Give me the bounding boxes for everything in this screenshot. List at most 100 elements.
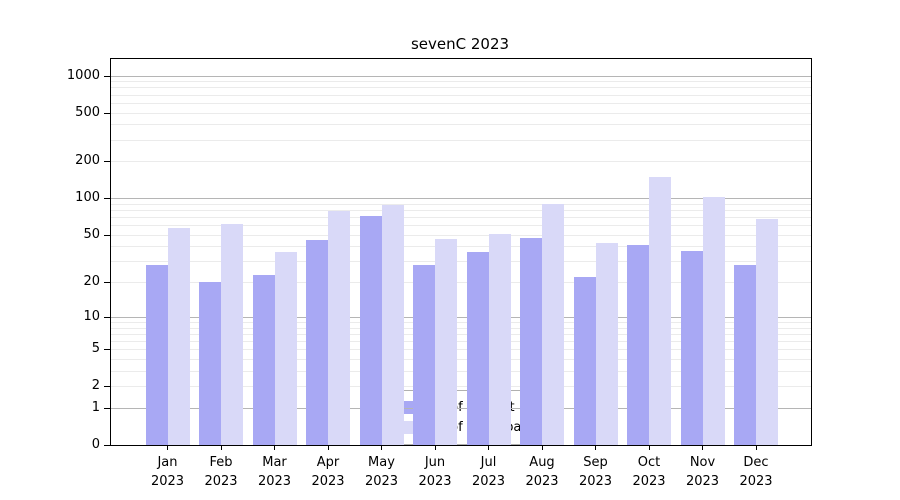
y-tick-mark — [104, 349, 110, 351]
x-tick-mark — [220, 445, 222, 450]
y-tick-label: 500 — [75, 104, 100, 120]
minor-gridline — [111, 112, 811, 114]
bar-downloads — [328, 211, 350, 445]
x-tick-label-line: 2023 — [525, 474, 559, 489]
x-tick-label-line: Sep — [583, 455, 608, 470]
x-tick-label: Jun 2023 — [405, 453, 465, 491]
bar-distinct-ips — [734, 264, 756, 445]
major-gridline — [111, 316, 811, 318]
x-tick-mark — [274, 445, 275, 450]
y-tick-label: 200 — [75, 153, 100, 169]
x-tick-mark — [434, 445, 436, 450]
x-tick-label-line: 2023 — [311, 474, 345, 489]
x-tick-label-line: 2023 — [578, 474, 613, 489]
x-tick-label-line: 2023 — [150, 474, 185, 489]
minor-gridline — [111, 81, 811, 83]
bar-distinct-ips — [680, 250, 703, 445]
x-tick-label-line: Dec — [743, 455, 769, 470]
x-tick-label: Aug 2023 — [512, 453, 572, 491]
minor-gridline — [111, 139, 811, 141]
bar-distinct-ips — [252, 275, 275, 445]
bar-downloads — [488, 233, 511, 445]
x-tick-label-line: 2023 — [204, 474, 238, 489]
minor-gridline — [111, 203, 811, 205]
y-tick-label: 100 — [75, 190, 100, 206]
x-tick-label: Feb 2023 — [191, 453, 251, 491]
bar-distinct-ips — [573, 277, 596, 445]
bar-downloads — [756, 219, 778, 445]
x-tick-label-line: 2023 — [632, 474, 666, 489]
minor-gridline — [111, 282, 811, 284]
x-tick-label: Oct 2023 — [619, 453, 679, 491]
x-tick-mark — [541, 445, 543, 450]
major-gridline — [111, 407, 811, 409]
minor-gridline — [111, 333, 811, 335]
chart-title: sevenC 2023 — [410, 35, 510, 53]
minor-gridline — [111, 217, 811, 218]
minor-gridline — [111, 261, 811, 263]
x-tick-label-line: Nov — [689, 455, 716, 470]
y-tick-label: 10 — [83, 308, 100, 324]
minor-gridline — [111, 234, 811, 236]
y-tick-mark — [104, 75, 110, 77]
x-tick-label-line: Jun — [424, 455, 446, 470]
y-tick-label: 1 — [91, 399, 100, 415]
y-tick-mark — [104, 112, 110, 114]
x-tick-label: Dec 2023 — [726, 453, 786, 491]
minor-gridline — [111, 327, 811, 329]
x-tick-mark — [595, 445, 596, 450]
x-tick-label-line: Jan — [157, 455, 178, 470]
x-tick-label: Jul 2023 — [459, 453, 519, 491]
y-tick-mark — [104, 316, 110, 318]
x-tick-label-line: Mar — [262, 455, 287, 470]
y-tick-mark — [104, 198, 110, 200]
minor-gridline — [111, 349, 811, 351]
x-tick-label-line: Aug — [529, 455, 555, 470]
bar-distinct-ips — [466, 251, 489, 445]
x-tick-label: May 2023 — [352, 453, 412, 491]
bar-downloads — [167, 227, 190, 445]
bar-downloads — [649, 176, 671, 445]
x-tick-label: Apr 2023 — [298, 453, 358, 491]
y-tick-mark — [104, 386, 110, 388]
x-tick-mark — [381, 445, 382, 450]
y-tick-label: 50 — [83, 226, 100, 242]
bar-downloads — [595, 242, 618, 445]
y-tick-mark — [104, 282, 110, 284]
minor-gridline — [111, 225, 811, 227]
bar-distinct-ips — [413, 264, 435, 445]
bar-downloads — [702, 197, 725, 445]
minor-gridline — [111, 370, 811, 372]
minor-gridline — [111, 87, 811, 89]
x-tick-mark — [488, 445, 489, 450]
x-tick-label-line: 2023 — [739, 474, 773, 489]
minor-gridline — [111, 386, 811, 388]
x-tick-label: Nov 2023 — [673, 453, 733, 491]
x-tick-mark — [167, 445, 168, 450]
bar-distinct-ips — [359, 215, 382, 445]
x-tick-label-line: Jul — [480, 455, 497, 470]
bar-distinct-ips — [199, 282, 221, 445]
bar-distinct-ips — [145, 264, 168, 445]
x-tick-label: Mar 2023 — [245, 453, 305, 491]
y-tick-label: 20 — [83, 274, 100, 290]
minor-gridline — [111, 321, 811, 323]
y-tick-label: 2 — [91, 378, 100, 394]
bar-downloads — [381, 204, 404, 445]
bar-downloads — [542, 203, 564, 445]
bar-distinct-ips — [306, 240, 328, 445]
legend-item: Nb of downloads — [389, 417, 537, 437]
x-tick-mark — [755, 445, 757, 450]
y-tick-mark — [104, 407, 110, 409]
minor-gridline — [111, 246, 811, 248]
x-tick-label-line: 2023 — [418, 474, 452, 489]
x-tick-mark — [702, 445, 703, 450]
minor-gridline — [111, 358, 811, 360]
bar-distinct-ips — [520, 238, 542, 445]
x-tick-label-line: Feb — [209, 455, 233, 470]
x-tick-label-line: Apr — [316, 455, 340, 470]
minor-gridline — [111, 94, 811, 96]
x-tick-label-line: 2023 — [685, 474, 720, 489]
y-tick-label: 0 — [91, 437, 100, 452]
